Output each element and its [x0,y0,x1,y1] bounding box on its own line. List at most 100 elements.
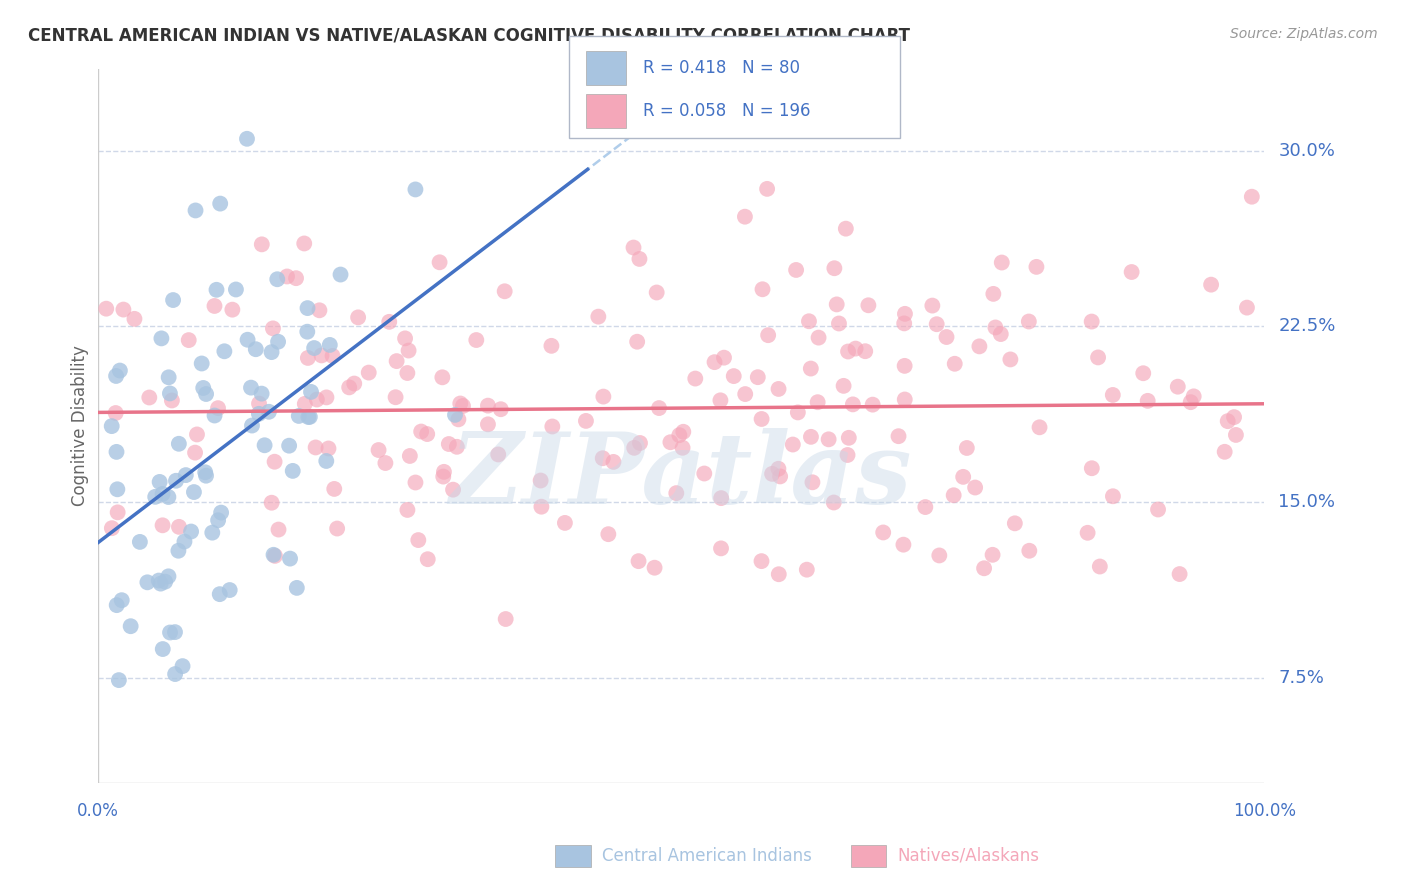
Point [184,445,207,459]
Point [297,301,319,315]
Point [159,625,181,640]
Point [318,442,340,456]
Point [267,523,290,537]
Point [1199,277,1222,292]
Point [1136,393,1159,408]
Point [1223,410,1246,425]
Point [253,438,276,452]
Point [429,255,451,269]
Point [984,320,1007,334]
Point [693,467,716,481]
Point [893,359,915,373]
Point [180,524,202,539]
Point [165,667,187,681]
Point [174,468,197,483]
Point [817,433,839,447]
Point [530,500,553,514]
Point [872,525,894,540]
Point [703,355,725,369]
Point [167,520,190,534]
Point [797,314,820,328]
Point [298,409,321,424]
Point [404,475,426,490]
Point [768,567,790,582]
Point [250,386,273,401]
Text: Central American Indians: Central American Indians [602,847,811,865]
Point [530,474,553,488]
Point [411,425,433,439]
Point [183,485,205,500]
Point [486,447,509,461]
Point [374,456,396,470]
Point [304,441,326,455]
Point [323,482,346,496]
Point [644,560,666,574]
Point [148,574,170,588]
Point [942,488,965,502]
Point [1004,516,1026,531]
Point [160,393,183,408]
Point [173,534,195,549]
Point [1088,559,1111,574]
Point [152,642,174,657]
Point [796,563,818,577]
Point [1182,389,1205,403]
Point [384,390,406,404]
Point [326,522,349,536]
Point [801,475,824,490]
Point [747,370,769,384]
Point [914,500,936,514]
Point [1225,428,1247,442]
Point [1168,567,1191,582]
Point [315,391,337,405]
Point [394,331,416,345]
Point [786,405,808,419]
Point [832,379,855,393]
Point [101,521,124,535]
Point [685,371,707,385]
Point [1147,502,1170,516]
Point [845,342,868,356]
Point [823,495,845,509]
Point [294,397,316,411]
Point [540,339,562,353]
Point [541,419,564,434]
Point [734,387,756,401]
Point [823,261,845,276]
Point [247,396,270,410]
Point [285,581,308,595]
Point [893,538,915,552]
Point [598,527,620,541]
Point [96,301,118,316]
Point [260,496,283,510]
Point [396,503,419,517]
Point [278,551,301,566]
Point [267,334,290,349]
Point [858,298,880,312]
Point [1081,461,1104,475]
Text: CENTRAL AMERICAN INDIAN VS NATIVE/ALASKAN COGNITIVE DISABILITY CORRELATION CHART: CENTRAL AMERICAN INDIAN VS NATIVE/ALASKA… [28,27,910,45]
Point [266,272,288,286]
Point [167,437,190,451]
Point [105,598,128,612]
Point [668,428,690,442]
Text: 7.5%: 7.5% [1278,669,1324,687]
Point [201,525,224,540]
Point [120,619,142,633]
Point [408,533,430,547]
Point [665,486,688,500]
Point [973,561,995,575]
Point [628,252,651,266]
Point [416,427,439,442]
Point [276,269,298,284]
Point [554,516,576,530]
Point [385,354,408,368]
Point [404,182,426,196]
Point [627,554,650,568]
Text: R = 0.058   N = 196: R = 0.058 N = 196 [643,102,810,120]
Point [157,569,180,583]
Point [299,384,322,399]
Text: 0.0%: 0.0% [77,802,118,820]
Point [1240,190,1263,204]
Point [943,357,966,371]
